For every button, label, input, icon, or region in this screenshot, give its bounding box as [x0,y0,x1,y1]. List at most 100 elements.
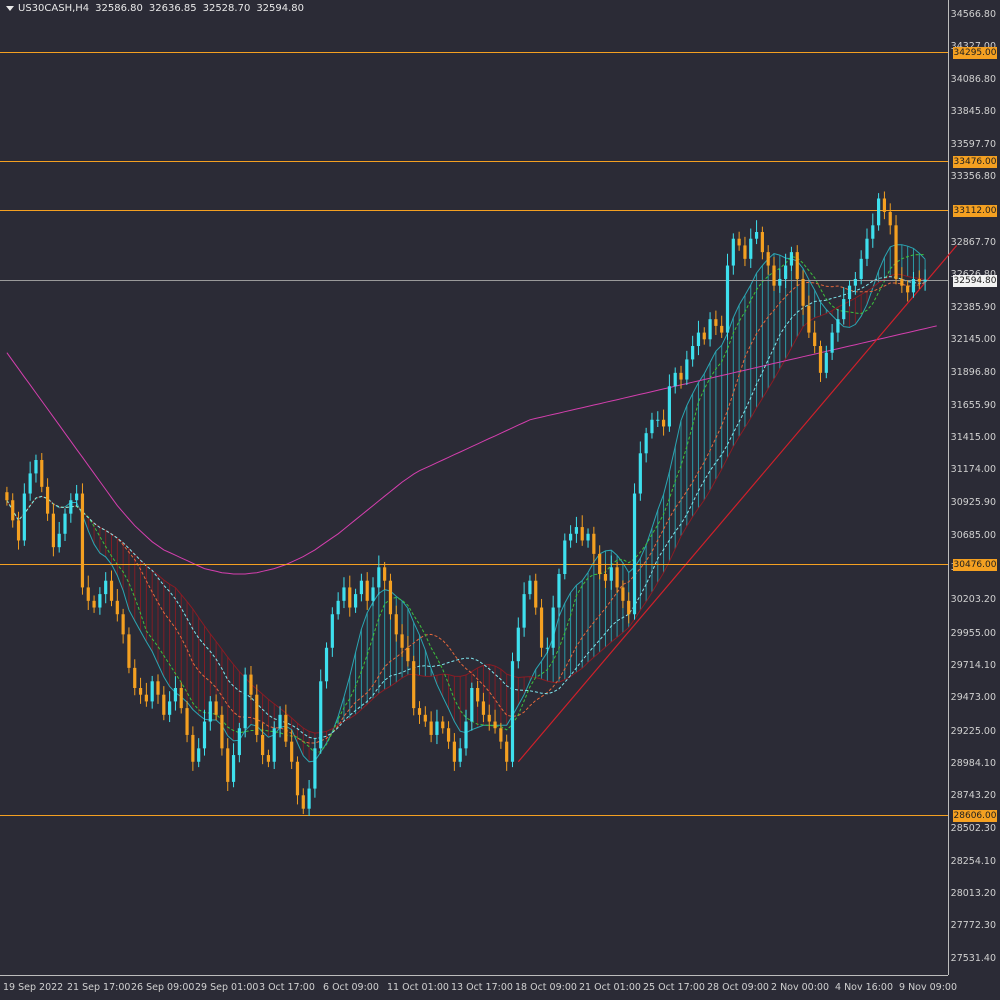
price-tick-label: 28254.10 [950,856,996,867]
candle-body [807,305,811,333]
candle-body [313,748,317,789]
candle-body [266,755,271,762]
price-tick-label: 31415.00 [950,432,996,443]
candle-body [173,687,178,702]
candle-body [632,493,637,615]
price-tick-label: 32145.00 [950,334,996,345]
chart-header: US30CASH,H4 32586.80 32636.85 32528.70 32594… [6,3,304,14]
candle-body [865,238,869,259]
price-tick-label: 30685.00 [950,530,996,541]
price-tick-label: 34086.80 [950,74,996,85]
candle-body [330,614,334,648]
time-tick-label: 28 Oct 09:00 [707,982,769,993]
candle-body [45,486,50,514]
candle-body [377,567,381,588]
candle-body [243,674,247,729]
candle-body [22,493,26,541]
candle-body [923,279,927,282]
candle-body [830,332,834,353]
price-tick-label: 33597.70 [950,139,996,150]
candle-body [365,580,369,601]
candle-body [400,634,404,648]
time-tick-label: 26 Sep 09:00 [131,982,195,993]
price-tick-label: 31896.80 [950,367,996,378]
trend-line [517,245,958,763]
price-tick-label: 31174.00 [950,464,996,475]
candle-body [226,748,230,782]
candle-body [592,533,596,554]
candle-body [900,278,904,286]
time-tick-label: 29 Sep 01:00 [195,982,259,993]
candle-body [197,748,201,762]
time-tick-label: 21 Oct 01:00 [579,982,641,993]
candle-body [353,594,358,608]
candle-body [168,701,172,715]
candle-body [231,755,236,782]
candle-body [208,701,212,722]
candle-body [813,332,817,347]
candle-body [156,681,160,695]
time-tick-label: 13 Oct 17:00 [451,982,513,993]
candle-body [109,580,114,601]
candle-body [853,278,857,286]
candle-body [650,419,654,434]
candle-body [679,372,683,380]
price-tick-label: 27531.40 [950,953,996,964]
candle-body [86,587,90,601]
candle-body [731,238,735,266]
candle-body [336,600,340,615]
candle-body [441,721,445,729]
candle-body [301,795,305,809]
candle-body [98,594,102,608]
candle-body [324,647,329,682]
candle-body [75,493,79,501]
price-tick-label: 28984.10 [950,758,996,769]
time-tick-label: 3 Oct 17:00 [259,982,315,993]
level-badge: 30476.00 [953,558,997,571]
price-tick-label: 32867.70 [950,237,996,248]
candle-body [417,708,422,715]
candle-body [667,386,671,427]
candle-body [80,493,85,588]
candle-body [237,728,241,756]
price-tick-label: 28502.30 [950,823,996,834]
candle-body [383,567,387,581]
candle-body [92,600,96,608]
candle-body [435,721,439,735]
candle-body [603,574,608,581]
price-tick-label: 28743.20 [950,790,996,801]
candle-body [115,600,119,615]
time-tick-label: 2 Nov 00:00 [771,982,830,993]
candle-body [487,714,491,722]
candle-body [906,285,910,293]
candle-body [743,245,747,259]
candle-body [272,728,276,762]
level-badge: 34295.00 [953,46,997,59]
candle-body [371,587,375,601]
candle-body [510,661,515,762]
collapse-triangle-icon[interactable] [6,5,14,11]
price-tick-label: 31655.90 [950,400,996,411]
candle-body [708,319,712,340]
price-tick-label: 27772.30 [950,920,996,931]
price-tick-label: 33356.80 [950,171,996,182]
candle-body [696,332,701,347]
price-tick-label: 29473.00 [950,692,996,703]
kumo-span-b [6,273,926,734]
price-tick-label: 30203.20 [950,594,996,605]
candle-body [16,520,21,541]
candle-body [127,634,131,668]
candle-body [911,278,916,293]
candle-body [871,225,875,239]
candle-body [359,580,363,595]
candle-body [539,607,544,648]
candle-body [661,419,666,427]
candle-body [737,238,741,246]
candle-body [162,694,166,715]
candle-body [481,701,486,715]
candle-body [452,741,456,762]
candle-body [342,587,346,601]
candle-body [255,694,259,735]
